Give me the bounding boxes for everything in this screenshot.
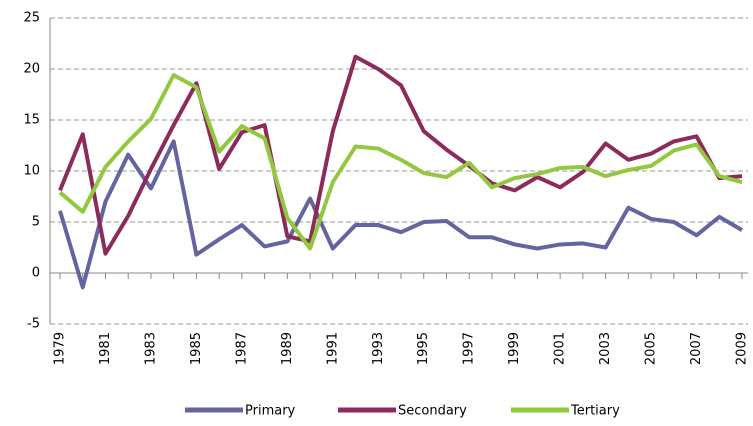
series-line xyxy=(58,54,743,256)
y-tick-label: 10 xyxy=(23,164,40,179)
y-tick-label: -5 xyxy=(27,317,40,332)
x-tick-label: 1993 xyxy=(371,332,386,365)
legend-label: Secondary xyxy=(398,404,467,419)
legend-label: Primary xyxy=(245,404,296,419)
series-line xyxy=(58,139,744,290)
x-tick-label: 1987 xyxy=(234,332,249,365)
x-tick-label: 1983 xyxy=(143,332,158,365)
x-tick-label: 2007 xyxy=(689,332,704,365)
y-tick-label: 0 xyxy=(32,266,40,281)
y-tick-label: 20 xyxy=(23,62,40,77)
x-tick-label: 1989 xyxy=(280,332,295,365)
x-tick-label: 2009 xyxy=(735,332,750,365)
legend-label: Tertiary xyxy=(570,404,620,419)
x-tick-label: 1995 xyxy=(416,332,431,365)
y-tick-label: 5 xyxy=(32,215,40,230)
y-tick-label: 25 xyxy=(23,11,40,26)
series-line xyxy=(58,73,743,251)
x-tick-label: 1997 xyxy=(462,332,477,365)
x-tick-label: 1979 xyxy=(53,332,68,365)
x-tick-label: 2005 xyxy=(644,332,659,365)
x-tick-label: 2001 xyxy=(553,332,568,365)
x-tick-label: 1981 xyxy=(98,332,113,365)
y-tick-label: 15 xyxy=(23,113,40,128)
x-tick-label: 1999 xyxy=(507,332,522,365)
x-tick-label: 1991 xyxy=(325,332,340,365)
x-tick-label: 1985 xyxy=(189,332,204,365)
x-tick-label: 2003 xyxy=(598,332,613,365)
